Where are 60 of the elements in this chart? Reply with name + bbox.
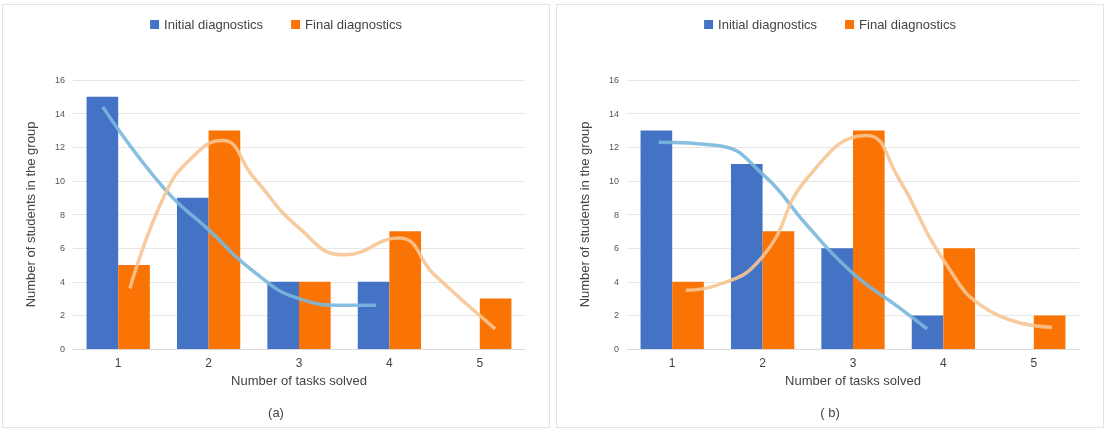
line-series bbox=[684, 133, 1054, 329]
y-tick-label: 6 bbox=[613, 243, 619, 254]
bar bbox=[357, 281, 390, 349]
y-tick-label: 16 bbox=[608, 75, 619, 85]
line-series bbox=[101, 105, 378, 308]
text: (a) bbox=[268, 405, 284, 420]
x-tick-label: 1 bbox=[114, 356, 122, 370]
x-tick-label: 2 bbox=[759, 356, 767, 370]
x-axis-title: Number of tasks solved bbox=[785, 372, 921, 388]
x-tick-label: 5 bbox=[1030, 356, 1038, 370]
bar bbox=[640, 130, 673, 349]
y-tick-label: 12 bbox=[54, 142, 65, 153]
bar bbox=[176, 197, 209, 349]
y-tick-label: 0 bbox=[59, 344, 65, 354]
x-tick-label: 5 bbox=[476, 356, 484, 370]
y-tick-label: 2 bbox=[59, 310, 65, 321]
bar bbox=[730, 164, 763, 349]
line-series bbox=[128, 138, 497, 331]
bar bbox=[479, 298, 512, 349]
bar bbox=[853, 130, 885, 349]
y-tick-label: 0 bbox=[613, 344, 619, 354]
bar bbox=[208, 130, 241, 349]
bar bbox=[118, 264, 150, 349]
bar bbox=[1033, 315, 1066, 349]
legend-label: Initial diagnostics bbox=[164, 17, 264, 32]
text: ( b) bbox=[820, 405, 840, 420]
bar bbox=[943, 248, 976, 349]
y-tick-label: 8 bbox=[59, 209, 65, 220]
bar bbox=[299, 281, 331, 349]
bar bbox=[86, 96, 119, 349]
y-tick-label: 10 bbox=[54, 175, 65, 186]
x-tick-label: 2 bbox=[205, 356, 213, 370]
y-tick-label: 12 bbox=[608, 142, 619, 153]
y-tick-label: 2 bbox=[613, 310, 619, 321]
x-tick-label: 4 bbox=[940, 356, 948, 370]
legend-label: Final diagnostics bbox=[305, 17, 403, 32]
y-tick-label: 4 bbox=[613, 276, 619, 287]
bar bbox=[267, 281, 299, 349]
y-tick-label: 14 bbox=[54, 108, 65, 119]
bar bbox=[762, 231, 795, 349]
y-tick-label: 8 bbox=[613, 209, 619, 220]
x-tick-label: 3 bbox=[849, 356, 857, 370]
bar bbox=[821, 248, 853, 349]
x-tick-label: 4 bbox=[386, 356, 394, 370]
y-tick-label: 4 bbox=[59, 276, 65, 287]
y-tick-label: 14 bbox=[608, 108, 619, 119]
y-axis-title: Number of students in the group bbox=[577, 121, 592, 308]
bar bbox=[389, 231, 422, 349]
y-tick-label: 6 bbox=[59, 243, 65, 254]
y-axis-title: Number of students in the group bbox=[23, 121, 38, 308]
bar bbox=[911, 315, 944, 349]
line-series bbox=[656, 140, 929, 331]
x-tick-label: 1 bbox=[668, 356, 676, 370]
y-tick-label: 10 bbox=[608, 175, 619, 186]
legend-label: Initial diagnostics bbox=[718, 17, 818, 32]
y-tick-label: 16 bbox=[54, 75, 65, 85]
x-axis-title: Number of tasks solved bbox=[231, 372, 367, 388]
x-tick-label: 3 bbox=[295, 356, 303, 370]
bar bbox=[672, 281, 704, 349]
legend-label: Final diagnostics bbox=[859, 17, 957, 32]
